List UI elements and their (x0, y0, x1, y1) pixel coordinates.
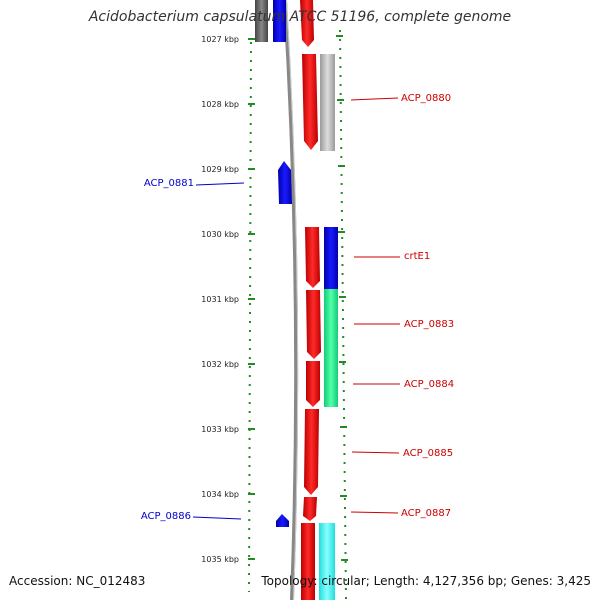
forward-cds-top (300, 0, 314, 47)
gene-label-crte1[interactable]: crtE1 (404, 251, 430, 262)
label-leader (350, 511, 399, 514)
label-leader (351, 451, 400, 454)
ruler-label: 1034 kbp (201, 490, 239, 499)
reverse-cds-acp0886 (276, 514, 289, 527)
forward-cds-acp0887 (303, 497, 317, 521)
ruler-label: 1032 kbp (201, 360, 239, 369)
ruler: 1027 kbp 1028 kbp 1029 kbp 1030 kbp 1031… (201, 35, 255, 564)
ruler-label: 1033 kbp (201, 425, 239, 434)
inner-track-ticks (336, 35, 348, 561)
forward-cds-bottom (301, 523, 315, 600)
forward-cds-crte1 (305, 227, 320, 288)
gene-label-acp0881[interactable]: ACP_0881 (144, 178, 194, 189)
gene-label-acp0886[interactable]: ACP_0886 (141, 511, 191, 522)
gene-label-acp0880[interactable]: ACP_0880 (401, 93, 451, 104)
forward-gene-labels: ACP_0880 crtE1 ACP_0883 ACP_0884 ACP_088… (350, 93, 454, 519)
gray-feature-acp0880 (320, 54, 335, 151)
gray-feature-top (255, 0, 268, 42)
label-leader (195, 182, 245, 186)
label-leader (350, 97, 399, 101)
forward-cds-acp0885 (304, 409, 319, 495)
gene-label-acp0887[interactable]: ACP_0887 (401, 508, 451, 519)
ruler-label: 1027 kbp (201, 35, 239, 44)
genome-backbone (283, 0, 299, 600)
green-feature-acp0883 (324, 289, 338, 407)
forward-cds-acp0880 (302, 54, 318, 150)
genome-summary-text: Topology: circular; Length: 4,127,356 bp… (261, 574, 591, 588)
inner-dotted-track (339, 29, 347, 600)
accession-text: Accession: NC_012483 (9, 574, 146, 588)
ruler-label: 1028 kbp (201, 100, 239, 109)
forward-cds-acp0883 (306, 290, 321, 359)
outer-dotted-track (248, 41, 252, 593)
reverse-cds-top (273, 0, 286, 42)
ruler-label: 1031 kbp (201, 295, 239, 304)
ruler-label: 1035 kbp (201, 555, 239, 564)
label-leader (192, 516, 242, 520)
reverse-cds-crte1 (324, 227, 338, 289)
ruler-label: 1030 kbp (201, 230, 239, 239)
reverse-cds-acp0881 (278, 161, 292, 204)
forward-cds-acp0884 (306, 361, 320, 407)
cyan-feature-bottom (319, 523, 335, 600)
gene-label-acp0884[interactable]: ACP_0884 (404, 379, 454, 390)
ruler-label: 1029 kbp (201, 165, 239, 174)
reverse-gene-labels: ACP_0881 ACP_0886 (141, 178, 245, 522)
gene-label-acp0885[interactable]: ACP_0885 (403, 448, 453, 459)
gene-label-acp0883[interactable]: ACP_0883 (404, 319, 454, 330)
genome-backbone-highlight (286, 0, 299, 600)
map-title: Acidobacterium capsulatum ATCC 51196, co… (88, 9, 512, 25)
